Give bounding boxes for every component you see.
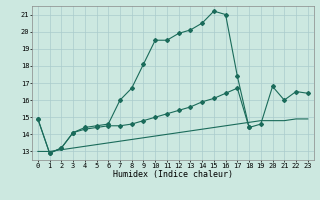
X-axis label: Humidex (Indice chaleur): Humidex (Indice chaleur)	[113, 170, 233, 179]
